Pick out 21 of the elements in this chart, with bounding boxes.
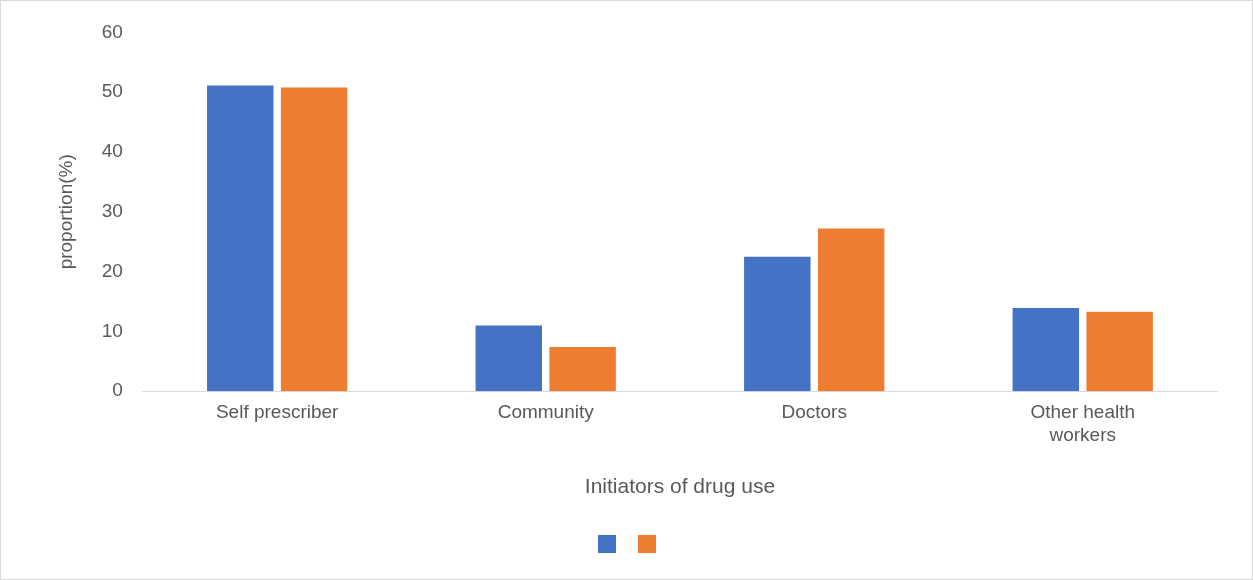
y-tick-label: 20 (101, 259, 123, 281)
y-tick-label: 30 (101, 200, 123, 222)
x-tick-label: Community (497, 400, 595, 422)
y-tick-label: 10 (101, 319, 123, 341)
bar (549, 346, 616, 392)
x-tick-label: Self prescriber (215, 400, 340, 422)
bar (1086, 311, 1153, 392)
bar (475, 325, 543, 392)
bar (280, 87, 348, 392)
bar (817, 228, 885, 392)
bar (744, 256, 811, 392)
bar (207, 85, 274, 392)
bar (1012, 308, 1080, 392)
y-tick-label: 50 (101, 80, 123, 102)
x-tick-label: Other health workers (1030, 400, 1136, 445)
x-tick-label: Doctors (781, 400, 847, 422)
y-tick-label: 0 (112, 379, 123, 401)
y-tick-label: 60 (101, 20, 123, 42)
y-axis-title: proportion(%) (54, 154, 76, 270)
x-axis-title: Initiators of drug use (584, 474, 776, 498)
y-tick-label: 40 (101, 140, 123, 162)
